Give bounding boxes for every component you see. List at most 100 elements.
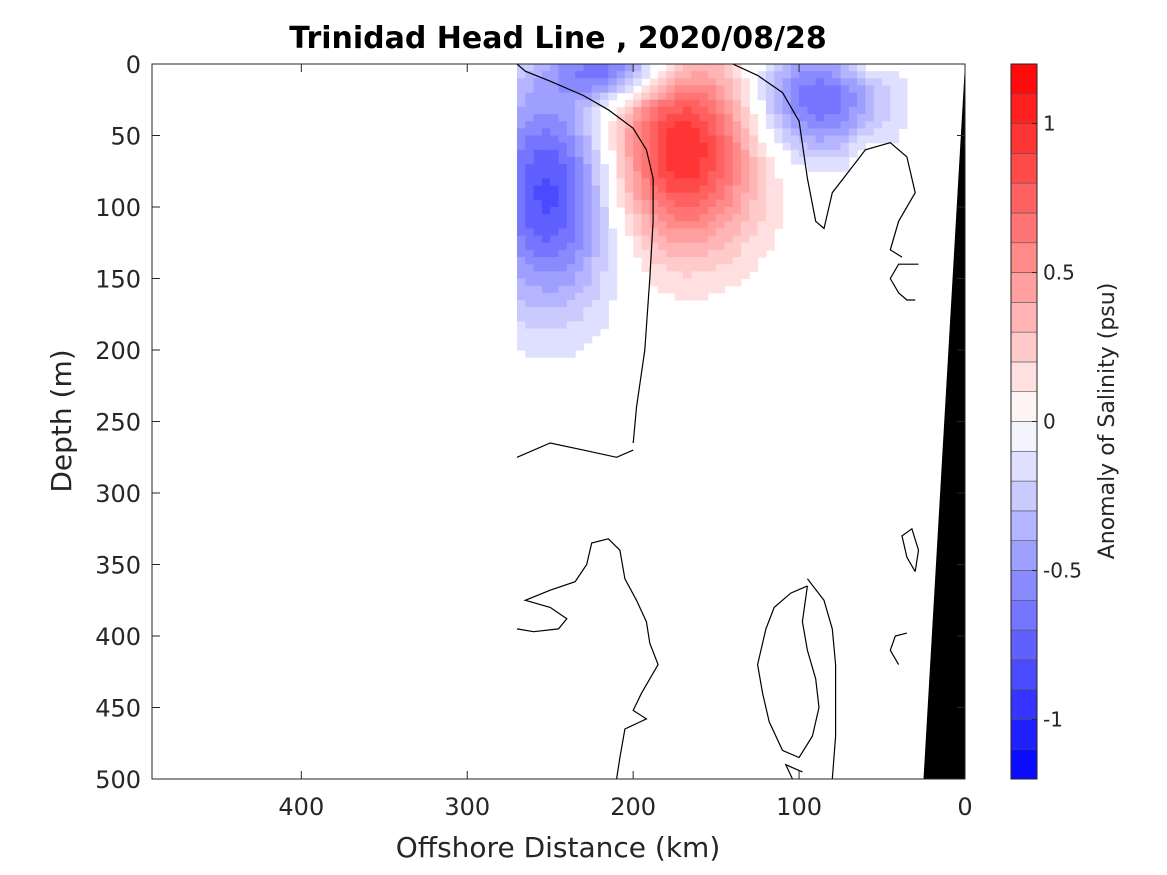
- heatmap-cell: [840, 85, 850, 94]
- heatmap-cell: [591, 235, 601, 244]
- heatmap-cell: [575, 292, 584, 301]
- heatmap-cell: [699, 128, 709, 137]
- heatmap-cell: [550, 192, 560, 201]
- heatmap-cell: [691, 92, 701, 101]
- heatmap-cell: [550, 149, 560, 158]
- heatmap-cell: [575, 321, 584, 330]
- heatmap-cell: [591, 199, 601, 208]
- heatmap-cell: [633, 235, 643, 244]
- heatmap-cell: [691, 142, 701, 151]
- heatmap-cell: [550, 78, 560, 87]
- heatmap-cell: [765, 164, 775, 172]
- heatmap-cell: [541, 192, 551, 201]
- heatmap-cell: [550, 249, 560, 258]
- heatmap-cell: [575, 135, 584, 144]
- heatmap-cell: [616, 164, 626, 172]
- heatmap-cell: [732, 207, 742, 215]
- heatmap-cell: [749, 228, 759, 237]
- heatmap-cell: [541, 299, 551, 308]
- heatmap-cell: [583, 228, 593, 237]
- heatmap-cell: [550, 106, 560, 115]
- heatmap-cell: [823, 71, 833, 79]
- heatmap-cell: [558, 328, 568, 337]
- heatmap-cell: [641, 114, 651, 122]
- heatmap-cell: [724, 85, 734, 94]
- heatmap-cell: [666, 142, 676, 151]
- heatmap-cell: [641, 164, 651, 172]
- heatmap-cell: [749, 164, 759, 172]
- heatmap-cell: [633, 178, 643, 187]
- heatmap-cell: [558, 271, 568, 280]
- heatmap-cell: [575, 221, 584, 230]
- heatmap-cell: [591, 257, 601, 265]
- heatmap-cell: [691, 128, 701, 137]
- heatmap-cell: [757, 207, 767, 215]
- heatmap-cell: [724, 156, 734, 165]
- heatmap-cell: [624, 114, 634, 122]
- heatmap-cell: [741, 178, 750, 187]
- heatmap-cell: [591, 121, 601, 129]
- heatmap-cell: [865, 92, 875, 101]
- heatmap-cell: [682, 221, 692, 230]
- heatmap-cell: [566, 342, 576, 351]
- heatmap-cell: [799, 92, 808, 101]
- heatmap-cell: [774, 185, 784, 194]
- heatmap-cell: [716, 178, 726, 187]
- heatmap-cell: [608, 249, 618, 258]
- heatmap-cell: [558, 106, 568, 115]
- heatmap-cell: [566, 71, 576, 79]
- zero-contour: [516, 64, 654, 444]
- heatmap-cell: [691, 156, 701, 165]
- heatmap-cell: [823, 64, 833, 72]
- heatmap-cell: [583, 121, 593, 129]
- heatmap-cell: [558, 307, 568, 315]
- heatmap-cell: [541, 106, 551, 115]
- heatmap-cell: [525, 64, 535, 72]
- heatmap-cell: [782, 106, 792, 115]
- heatmap-cell: [674, 92, 684, 101]
- heatmap-cell: [716, 78, 726, 87]
- heatmap-cell: [533, 264, 543, 272]
- heatmap-cell: [699, 178, 709, 187]
- heatmap-cell: [823, 99, 833, 108]
- heatmap-cell: [716, 221, 726, 230]
- colorbar-tick-label: 0: [1043, 410, 1056, 434]
- heatmap-cell: [566, 292, 576, 301]
- heatmap-cell: [674, 221, 684, 230]
- heatmap-cell: [782, 71, 792, 79]
- heatmap-cell: [566, 121, 576, 129]
- heatmap-cell: [608, 285, 618, 294]
- heatmap-cell: [707, 128, 717, 137]
- heatmap-cell: [649, 257, 659, 265]
- heatmap-cell: [732, 121, 742, 129]
- heatmap-cell: [674, 235, 684, 244]
- heatmap-cell: [517, 307, 526, 315]
- heatmap-cell: [741, 99, 750, 108]
- heatmap-cell: [807, 164, 817, 172]
- heatmap-cell: [691, 264, 701, 272]
- heatmap-cell: [599, 207, 609, 215]
- heatmap-cell: [749, 235, 759, 244]
- heatmap-cell: [525, 142, 535, 151]
- heatmap-cell: [566, 228, 576, 237]
- heatmap-cell: [649, 271, 659, 280]
- heatmap-cell: [558, 78, 568, 87]
- heatmap-cell: [550, 99, 560, 108]
- heatmap-cell: [774, 64, 784, 72]
- heatmap-cell: [691, 114, 701, 122]
- heatmap-cell: [882, 99, 891, 108]
- heatmap-cell: [583, 328, 593, 337]
- heatmap-cell: [732, 71, 742, 79]
- colorbar-bin: [1010, 153, 1038, 184]
- heatmap-cell: [682, 114, 692, 122]
- heatmap-cell: [724, 235, 734, 244]
- heatmap-cell: [533, 185, 543, 194]
- heatmap-cell: [541, 350, 551, 358]
- heatmap-cell: [533, 314, 543, 322]
- heatmap-cell: [699, 121, 709, 129]
- heatmap-cell: [624, 71, 634, 79]
- heatmap-cell: [525, 128, 535, 137]
- heatmap-cell: [732, 271, 742, 280]
- heatmap-cell: [823, 78, 833, 87]
- heatmap-cell: [857, 71, 867, 79]
